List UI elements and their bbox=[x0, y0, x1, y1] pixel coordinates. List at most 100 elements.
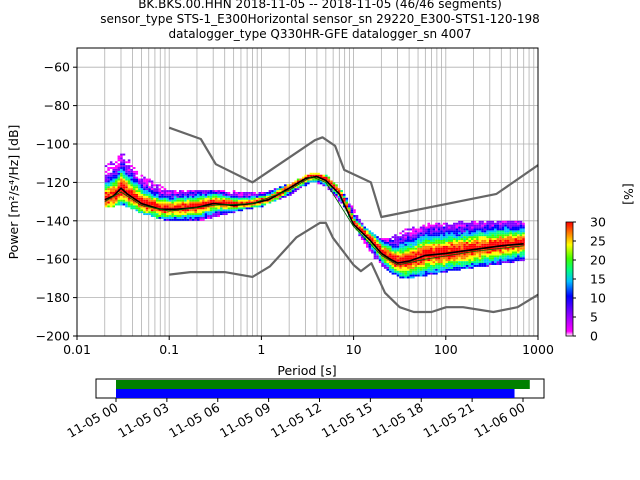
density-cell bbox=[145, 211, 149, 214]
density-cell bbox=[465, 263, 469, 265]
density-cell bbox=[463, 232, 466, 235]
density-cell bbox=[494, 230, 497, 233]
density-cell bbox=[186, 195, 190, 198]
density-cell bbox=[504, 232, 507, 235]
density-cell bbox=[442, 247, 446, 250]
density-cell bbox=[450, 247, 454, 250]
density-cell bbox=[109, 184, 113, 187]
density-cell bbox=[453, 268, 456, 271]
density-cell bbox=[381, 240, 384, 242]
density-cell bbox=[389, 268, 392, 271]
density-cell bbox=[506, 224, 510, 227]
density-cell bbox=[450, 266, 454, 269]
density-cell bbox=[412, 240, 415, 242]
density-cell bbox=[445, 234, 448, 237]
density-cell bbox=[230, 211, 233, 214]
density-cell bbox=[266, 195, 269, 198]
density-cell bbox=[430, 261, 433, 264]
density-cell bbox=[470, 257, 474, 260]
density-cell bbox=[522, 255, 525, 258]
density-cell bbox=[455, 257, 459, 260]
density-cell bbox=[435, 236, 438, 239]
density-cell bbox=[138, 211, 141, 214]
density-cell bbox=[214, 207, 218, 210]
density-cell bbox=[409, 238, 413, 240]
density-cell bbox=[473, 253, 477, 256]
density-cell bbox=[212, 207, 215, 210]
density-cell bbox=[386, 243, 390, 246]
density-cell bbox=[112, 184, 115, 187]
density-cell bbox=[112, 180, 115, 183]
density-cell bbox=[437, 264, 441, 267]
density-cell bbox=[447, 268, 451, 271]
density-cell bbox=[522, 241, 525, 244]
density-cell bbox=[340, 190, 343, 192]
density-cell bbox=[437, 234, 441, 237]
density-cell bbox=[278, 195, 282, 198]
density-cell bbox=[125, 205, 128, 208]
density-cell bbox=[404, 264, 407, 267]
density-cell bbox=[463, 257, 466, 260]
density-cell bbox=[163, 197, 167, 200]
density-cell bbox=[519, 247, 523, 250]
density-cell bbox=[424, 226, 428, 229]
density-cell bbox=[458, 241, 461, 244]
density-cell bbox=[509, 257, 512, 260]
density-cell bbox=[194, 193, 197, 196]
density-cell bbox=[294, 182, 297, 185]
colorbar-label: [%] bbox=[621, 183, 636, 205]
density-cell bbox=[250, 195, 254, 198]
density-cell bbox=[458, 238, 461, 240]
density-cell bbox=[447, 234, 451, 237]
density-cell bbox=[212, 199, 215, 202]
density-cell bbox=[212, 201, 215, 204]
density-cell bbox=[319, 182, 323, 185]
density-cell bbox=[150, 193, 154, 196]
density-cell bbox=[373, 249, 377, 252]
density-cell bbox=[460, 241, 464, 244]
density-cell bbox=[494, 226, 497, 229]
density-cell bbox=[207, 190, 210, 192]
density-cell bbox=[427, 224, 431, 227]
density-cell bbox=[427, 272, 431, 275]
density-cell bbox=[309, 174, 313, 177]
density-cell bbox=[522, 222, 525, 225]
density-cell bbox=[460, 247, 464, 250]
density-cell bbox=[476, 243, 479, 246]
density-cell bbox=[514, 234, 518, 237]
density-cell bbox=[389, 259, 392, 262]
density-cell bbox=[212, 193, 215, 196]
density-cell bbox=[322, 174, 326, 177]
density-cell bbox=[312, 180, 315, 183]
density-cell bbox=[337, 197, 341, 200]
density-cell bbox=[419, 263, 423, 265]
density-cell bbox=[430, 247, 433, 250]
density-cell bbox=[424, 253, 428, 256]
density-cell bbox=[184, 205, 187, 208]
density-cell bbox=[496, 220, 500, 223]
density-cell bbox=[473, 228, 477, 231]
density-cell bbox=[430, 272, 433, 275]
density-cell bbox=[237, 199, 241, 202]
density-cell bbox=[430, 240, 433, 242]
density-cell bbox=[253, 205, 256, 208]
density-cell bbox=[176, 218, 180, 221]
density-cell bbox=[455, 264, 459, 267]
density-cell bbox=[468, 261, 471, 264]
density-cell bbox=[273, 190, 277, 192]
density-cell bbox=[184, 197, 187, 200]
density-cell bbox=[337, 199, 341, 202]
density-cell bbox=[286, 193, 290, 196]
density-cell bbox=[202, 193, 205, 196]
density-cell bbox=[494, 240, 497, 242]
density-cell bbox=[125, 186, 128, 189]
density-cell bbox=[483, 243, 487, 246]
density-cell bbox=[422, 232, 425, 235]
density-cell bbox=[522, 245, 525, 248]
density-cell bbox=[112, 163, 115, 166]
density-cell bbox=[401, 249, 405, 252]
density-cell bbox=[263, 192, 267, 194]
density-cell bbox=[501, 243, 505, 246]
density-cell bbox=[419, 268, 423, 271]
